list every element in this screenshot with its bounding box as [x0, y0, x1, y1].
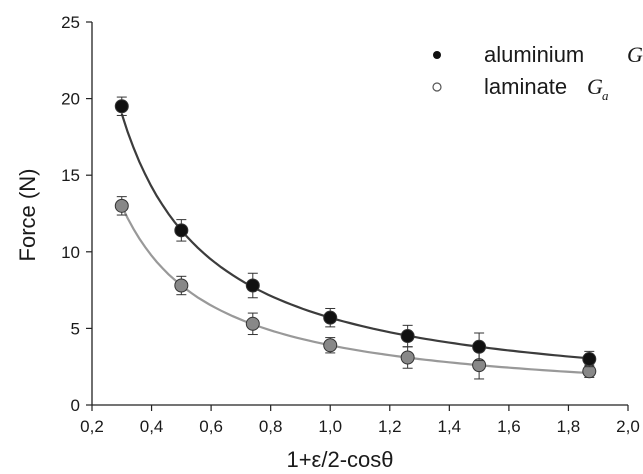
aluminium-legend-marker [433, 51, 441, 59]
y-tick-label: 10 [61, 243, 80, 262]
laminate-point [245, 316, 260, 331]
y-tick-label: 15 [61, 166, 80, 185]
y-tick-label: 25 [61, 13, 80, 32]
data-points [114, 96, 597, 380]
aluminium-legend-symbol: G [627, 42, 643, 67]
aluminium-fit-curve [120, 113, 590, 360]
aluminium-point [400, 329, 415, 344]
aluminium-point [174, 223, 189, 238]
x-axis-title: 1+ε/2-cosθ [286, 447, 393, 472]
aluminium-point [582, 352, 597, 367]
laminate-point [174, 278, 189, 293]
x-tick-label: 0,6 [199, 417, 223, 436]
laminate-point [323, 338, 338, 353]
aluminium-point [245, 278, 260, 293]
y-tick-label: 5 [71, 319, 80, 338]
x-tick-label: 0,2 [80, 417, 104, 436]
x-tick-label: 1,8 [557, 417, 581, 436]
x-tick-label: 1,6 [497, 417, 521, 436]
laminate-legend-symbol: G [587, 74, 603, 99]
laminate-legend-subscript: a [602, 88, 609, 103]
laminate-point [400, 350, 415, 365]
x-tick-label: 2,0 [616, 417, 640, 436]
aluminium-point [114, 99, 129, 114]
laminate-legend-marker [432, 82, 442, 92]
x-tick-label: 0,8 [259, 417, 283, 436]
laminate-point [114, 198, 129, 213]
laminate-fit-curve [120, 205, 590, 375]
laminate-legend-label: laminate [484, 74, 567, 99]
fit-curves [120, 113, 590, 375]
x-tick-label: 1,2 [378, 417, 402, 436]
axes: 0 5 10 15 20 25 0,2 0,4 0,6 0,8 1,0 1,2 1,4 1,6 1,8 2,0 [61, 13, 640, 436]
aluminium-point [323, 310, 338, 325]
x-tick-label: 1,0 [318, 417, 342, 436]
aluminium-legend-label: aluminium [484, 42, 584, 67]
y-axis-title: Force (N) [15, 169, 40, 262]
x-tick-label: 0,4 [140, 417, 164, 436]
y-tick-label: 0 [71, 396, 80, 415]
y-tick-label: 20 [61, 90, 80, 109]
x-tick-label: 1,4 [438, 417, 462, 436]
aluminium-point [472, 339, 487, 354]
